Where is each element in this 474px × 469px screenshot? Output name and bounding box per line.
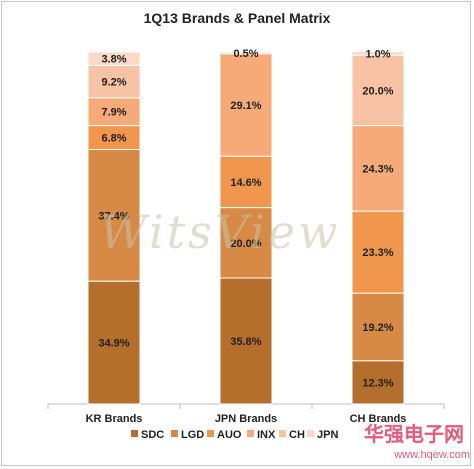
bar-segment-auo	[219, 155, 273, 209]
data-label: 7.9%	[101, 107, 126, 119]
data-label: 23.3%	[362, 247, 393, 259]
site-url: www.hqew.com	[394, 449, 470, 461]
bar-segment-jpn	[87, 51, 141, 66]
bar-segment-sdc	[351, 360, 405, 405]
bar-segment-ch	[87, 64, 141, 99]
legend-label: JPN	[317, 429, 338, 441]
data-label: 24.3%	[362, 163, 393, 175]
data-label: 19.2%	[362, 322, 393, 334]
data-label: 29.1%	[230, 100, 261, 112]
legend-label: AUO	[217, 429, 242, 441]
data-label: 1.0%	[365, 48, 390, 60]
bar-segment-lgd	[87, 149, 141, 282]
legend-swatch	[207, 430, 214, 437]
bar-segment-jpn	[351, 51, 405, 56]
legend-label: INX	[257, 429, 276, 441]
legend-label: SDC	[141, 429, 164, 441]
x-tick-label: KR Brands	[86, 413, 143, 425]
bar-segment-lgd	[219, 207, 273, 279]
data-label: 12.3%	[362, 377, 393, 389]
bar-segment-auo	[351, 210, 405, 294]
site-logo: 华强电子网	[364, 422, 464, 446]
data-label: 20.0%	[230, 238, 261, 250]
x-tick-label: CH Brands	[350, 413, 407, 425]
legend-label: CH	[289, 429, 305, 441]
legend-swatch	[307, 430, 314, 437]
data-label: 34.9%	[98, 338, 129, 350]
bar-segment-inx	[87, 97, 141, 127]
data-label: 37.4%	[98, 210, 129, 222]
legend-swatch	[279, 430, 286, 437]
data-label: 0.5%	[233, 48, 258, 60]
bar-segment-ch	[351, 54, 405, 127]
data-label: 20.0%	[362, 85, 393, 97]
legend-swatch	[131, 430, 138, 437]
x-tick-label: JPN Brands	[215, 413, 277, 425]
data-label: 9.2%	[101, 77, 126, 89]
chart-title: 1Q13 Brands & Panel Matrix	[143, 10, 331, 26]
data-label: 35.8%	[230, 336, 261, 348]
bar-segment-jpn	[219, 51, 273, 55]
bar-segment-inx	[351, 125, 405, 212]
watermark-text: WitsView	[100, 205, 341, 259]
bar-segment-inx	[219, 53, 273, 157]
legend-swatch	[171, 430, 178, 437]
data-label: 6.8%	[101, 133, 126, 145]
legend-swatch	[247, 430, 254, 437]
data-label: 14.6%	[230, 177, 261, 189]
bar-segment-sdc	[87, 280, 141, 405]
data-label: 3.8%	[101, 54, 126, 66]
legend-label: LGD	[181, 429, 204, 441]
bar-segment-sdc	[219, 277, 273, 405]
